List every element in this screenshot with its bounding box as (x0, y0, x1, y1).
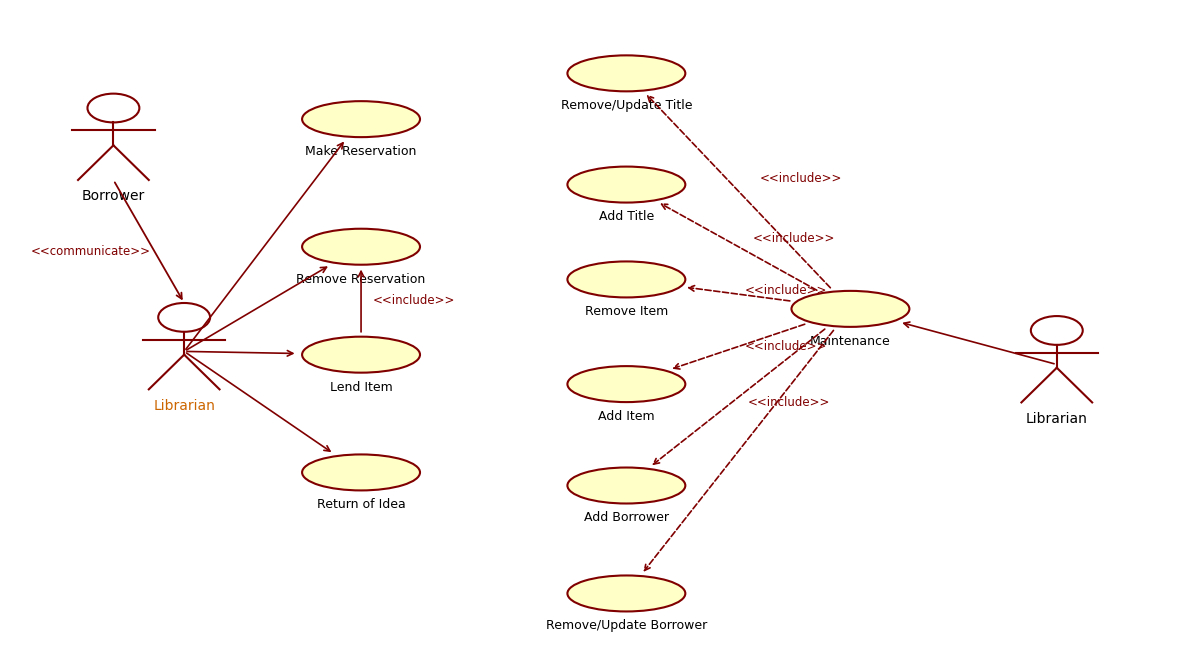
Ellipse shape (303, 229, 420, 265)
Text: Remove/Update Borrower: Remove/Update Borrower (546, 620, 707, 632)
Text: Add Title: Add Title (599, 210, 654, 223)
Text: Remove Item: Remove Item (585, 306, 668, 318)
Text: Remove/Update Title: Remove/Update Title (560, 99, 693, 112)
Text: Return of Idea: Return of Idea (317, 498, 405, 511)
Text: Maintenance: Maintenance (810, 334, 891, 348)
Ellipse shape (567, 261, 686, 298)
Text: Remove Reservation: Remove Reservation (297, 273, 426, 286)
Text: <<include>>: <<include>> (760, 171, 842, 185)
Text: <<include>>: <<include>> (753, 233, 834, 245)
Text: Librarian: Librarian (154, 399, 215, 413)
Text: Lend Item: Lend Item (330, 380, 392, 394)
Text: <<include>>: <<include>> (745, 284, 826, 298)
Ellipse shape (567, 468, 686, 503)
Text: Make Reservation: Make Reservation (305, 145, 417, 158)
Ellipse shape (303, 336, 420, 373)
Ellipse shape (303, 455, 420, 490)
Text: <<communicate>>: <<communicate>> (31, 245, 151, 258)
Ellipse shape (792, 291, 909, 327)
Text: Add Borrower: Add Borrower (584, 511, 669, 524)
Ellipse shape (303, 101, 420, 137)
Text: Librarian: Librarian (1026, 411, 1087, 426)
Text: <<include>>: <<include>> (745, 340, 826, 353)
Ellipse shape (567, 167, 686, 202)
Text: <<include>>: <<include>> (372, 294, 455, 307)
Ellipse shape (567, 55, 686, 91)
Ellipse shape (567, 576, 686, 612)
Text: <<include>>: <<include>> (748, 396, 830, 409)
Ellipse shape (567, 366, 686, 402)
Text: Borrower: Borrower (82, 189, 145, 203)
Text: Add Item: Add Item (598, 410, 655, 423)
